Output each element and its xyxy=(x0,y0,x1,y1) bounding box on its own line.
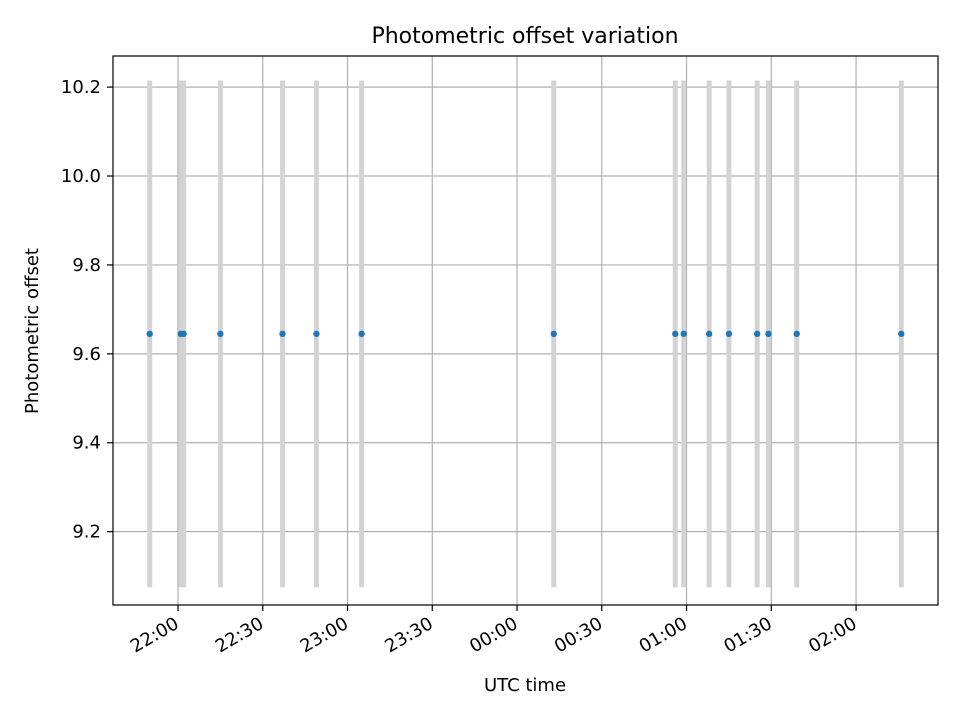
data-point xyxy=(753,330,761,338)
data-point xyxy=(680,330,687,338)
data-point xyxy=(898,330,905,338)
y-tick-label: 10.2 xyxy=(61,77,101,98)
y-tick-label: 9.8 xyxy=(72,255,101,276)
y-axis-label: Photometric offset xyxy=(22,248,43,414)
data-point xyxy=(279,330,286,338)
data-point xyxy=(313,330,320,338)
x-axis-label: UTC time xyxy=(484,675,566,696)
data-point xyxy=(765,330,772,338)
data-point xyxy=(793,330,800,338)
data-point xyxy=(180,330,187,338)
data-point xyxy=(672,330,679,338)
data-point xyxy=(358,330,365,338)
data-point xyxy=(705,330,713,338)
y-tick-label: 9.2 xyxy=(72,522,101,543)
y-axis-ticks: 9.2 9.4 9.6 9.8 10.0 10.2 xyxy=(61,77,113,543)
plot-frame xyxy=(112,55,939,606)
chart-title: Photometric offset variation xyxy=(371,24,678,49)
data-point xyxy=(550,330,557,338)
data-point xyxy=(217,330,224,338)
data-points xyxy=(146,330,905,338)
grid xyxy=(113,56,938,605)
data-point xyxy=(146,330,153,338)
data-point xyxy=(725,330,733,338)
y-tick-label: 10.0 xyxy=(61,166,101,187)
y-tick-label: 9.4 xyxy=(72,433,101,454)
y-tick-label: 9.6 xyxy=(72,344,101,365)
